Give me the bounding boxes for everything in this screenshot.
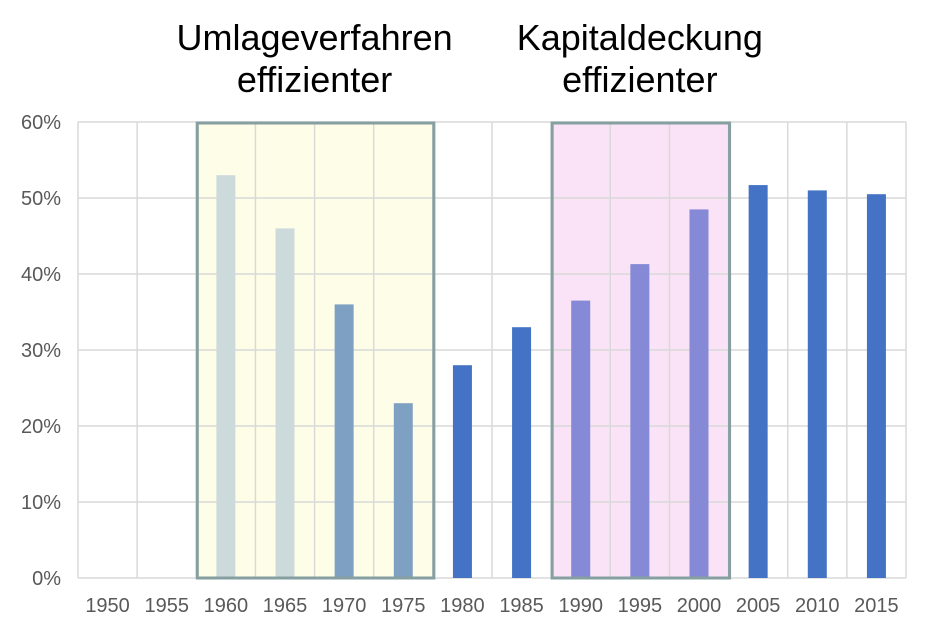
annotation-label-0-line-1: effizienter bbox=[237, 59, 392, 100]
bar-2005 bbox=[748, 185, 768, 578]
bar-1970 bbox=[334, 304, 354, 578]
y-tick-label: 60% bbox=[21, 112, 61, 134]
x-tick-label: 1950 bbox=[85, 595, 130, 617]
bar-1995 bbox=[630, 264, 650, 578]
bar-1975 bbox=[393, 403, 413, 578]
x-axis-ticks: 1950 1955 1960 1965 1970 1975 1980 1985 1990 1995… bbox=[85, 595, 898, 617]
x-tick-label: 1975 bbox=[381, 595, 426, 617]
bar-2010 bbox=[807, 190, 827, 578]
y-tick-label: 30% bbox=[21, 340, 61, 362]
bar-2015 bbox=[866, 194, 886, 578]
x-tick-label: 1965 bbox=[263, 595, 308, 617]
annotation-label-1-line-1: effizienter bbox=[562, 59, 717, 100]
x-tick-label: 1985 bbox=[499, 595, 544, 617]
y-tick-label: 10% bbox=[21, 492, 61, 514]
x-tick-label: 1990 bbox=[558, 595, 603, 617]
annotation-labels: UmlageverfahreneffizienterKapitaldeckung… bbox=[177, 17, 763, 100]
x-tick-label: 1955 bbox=[144, 595, 189, 617]
bar-2000 bbox=[689, 209, 709, 578]
x-tick-label: 1970 bbox=[322, 595, 367, 617]
x-tick-label: 2000 bbox=[677, 595, 722, 617]
y-tick-label: 0% bbox=[32, 568, 61, 590]
annotation-label-0-line-0: Umlageverfahren bbox=[177, 17, 453, 58]
annotation-region-border-0 bbox=[195, 121, 436, 580]
bar-1985 bbox=[512, 327, 532, 578]
x-tick-label: 1980 bbox=[440, 595, 485, 617]
bar-1960 bbox=[216, 175, 236, 578]
x-tick-label: 1995 bbox=[618, 595, 663, 617]
x-tick-label: 1960 bbox=[204, 595, 249, 617]
y-tick-label: 50% bbox=[21, 188, 61, 210]
bar-1990 bbox=[571, 300, 591, 578]
annotation-label-1-line-0: Kapitaldeckung bbox=[517, 17, 763, 58]
x-tick-label: 2005 bbox=[736, 595, 781, 617]
x-tick-label: 2015 bbox=[854, 595, 899, 617]
bars bbox=[216, 175, 886, 578]
y-tick-label: 40% bbox=[21, 264, 61, 286]
y-axis-ticks: 0% 10% 20% 30% 40% 50% 60% bbox=[21, 112, 61, 590]
y-tick-label: 20% bbox=[21, 416, 61, 438]
bar-1980 bbox=[452, 365, 472, 578]
x-tick-label: 2010 bbox=[795, 595, 840, 617]
annotation-borders bbox=[195, 121, 732, 580]
annotation-region-border-1 bbox=[550, 121, 732, 580]
bar-1965 bbox=[275, 228, 295, 578]
